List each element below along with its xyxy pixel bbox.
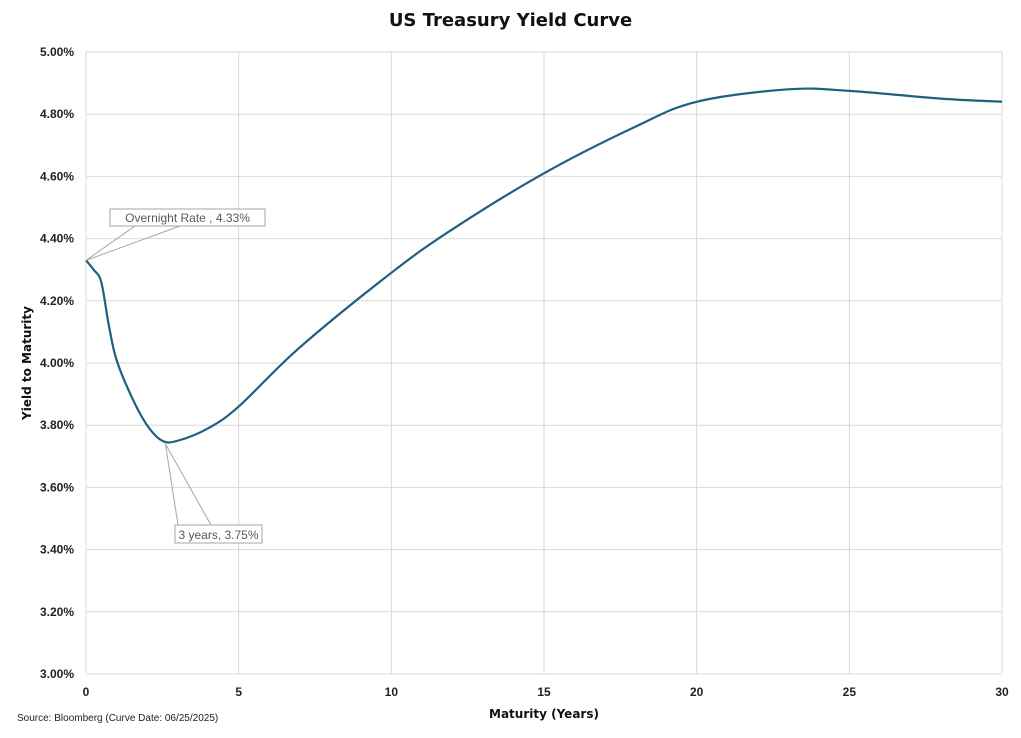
y-tick-label: 3.00% bbox=[40, 667, 74, 681]
annotation-box bbox=[109, 208, 266, 227]
y-tick-label: 3.40% bbox=[40, 543, 74, 557]
x-tick-label: 15 bbox=[537, 685, 551, 699]
annotation-callout: Overnight Rate , 4.33% bbox=[85, 208, 266, 261]
y-tick-label: 4.20% bbox=[40, 294, 74, 308]
x-tick-label: 20 bbox=[690, 685, 704, 699]
annotations-layer: Overnight Rate , 4.33% 3 years, 3.75% bbox=[85, 208, 266, 544]
annotation-leader bbox=[164, 443, 212, 526]
yield-curve-line bbox=[85, 87, 1003, 444]
x-axis-title: Maturity (Years) bbox=[489, 707, 599, 721]
y-tick-label: 3.60% bbox=[40, 480, 74, 494]
annotation-box bbox=[174, 524, 263, 544]
chart-title: US Treasury Yield Curve bbox=[388, 10, 633, 31]
source-note: Source: Bloomberg (Curve Date: 06/25/202… bbox=[17, 713, 219, 724]
annotation-leader bbox=[85, 225, 181, 261]
y-tick-label: 4.00% bbox=[40, 356, 74, 370]
x-tick-label: 5 bbox=[235, 685, 242, 699]
x-axis-ticks: 0 5 10 15 20 25 30 bbox=[83, 685, 1009, 699]
y-tick-label: 4.40% bbox=[40, 232, 74, 246]
annotation-label: 3 years, 3.75% bbox=[178, 528, 258, 542]
annotation-label: Overnight Rate , 4.33% bbox=[125, 211, 250, 225]
y-tick-label: 4.80% bbox=[40, 107, 74, 121]
annotation-callout: 3 years, 3.75% bbox=[164, 443, 263, 544]
gridlines bbox=[85, 51, 1003, 675]
y-tick-label: 3.80% bbox=[40, 418, 74, 432]
x-tick-label: 30 bbox=[995, 685, 1009, 699]
series-layer bbox=[85, 87, 1003, 444]
x-tick-label: 0 bbox=[83, 685, 90, 699]
x-tick-label: 25 bbox=[843, 685, 857, 699]
y-axis-title: Yield to Maturity bbox=[20, 306, 34, 421]
x-tick-label: 10 bbox=[385, 685, 399, 699]
y-tick-label: 4.60% bbox=[40, 169, 74, 183]
y-tick-label: 5.00% bbox=[40, 45, 74, 59]
y-tick-label: 3.20% bbox=[40, 605, 74, 619]
y-axis-ticks: 3.00% 3.20% 3.40% 3.60% 3.80% 4.00% 4.20% 4.40%… bbox=[40, 45, 74, 681]
